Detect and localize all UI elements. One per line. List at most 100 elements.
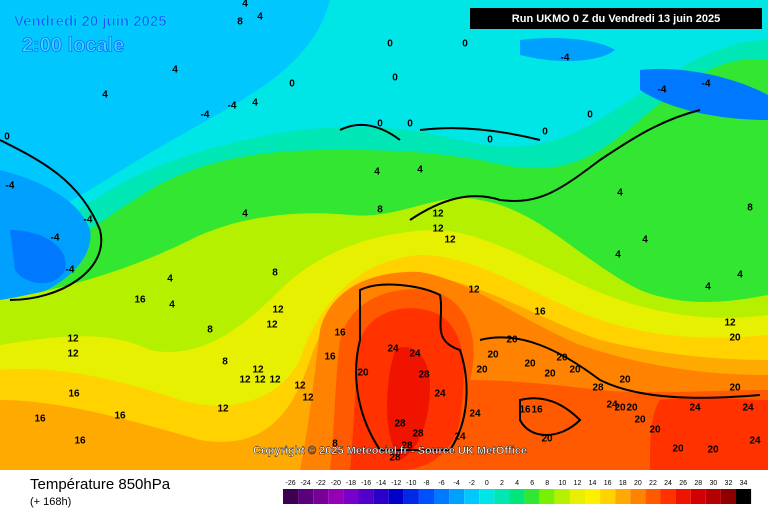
scale-label: -18 <box>346 480 356 487</box>
contour-label: 24 <box>749 436 761 447</box>
scale-label: 10 <box>558 480 566 487</box>
contour-label: 28 <box>394 419 406 430</box>
contour-label: 20 <box>707 445 719 456</box>
scale-label: 28 <box>694 480 702 487</box>
contour-label: 20 <box>729 333 741 344</box>
contour-label: 4 <box>169 300 175 311</box>
contour-label: 12 <box>444 235 456 246</box>
contour-label: 20 <box>569 365 581 376</box>
contour-label: 4 <box>615 250 621 261</box>
scale-label: -24 <box>301 480 311 487</box>
contour-label: -4 <box>66 265 75 276</box>
scale-swatch <box>569 489 585 504</box>
scale-label: -16 <box>361 480 371 487</box>
scale-label: -2 <box>469 480 475 487</box>
contour-label: 4 <box>417 165 423 176</box>
contour-label: 8 <box>332 439 338 450</box>
color-scale: -26 -24 -22 -20 -18 -16 -14 -12 -10 -8 -6 -4 -2 0 2 4 6 8… <box>283 480 752 504</box>
scale-label: -8 <box>423 480 429 487</box>
contour-label: -4 <box>658 85 667 96</box>
contour-label: 16 <box>334 328 346 339</box>
contour-label: 20 <box>634 415 646 426</box>
scale-swatch <box>464 489 480 504</box>
contour-label: 0 <box>542 127 548 138</box>
contour-label: 0 <box>392 73 398 84</box>
contour-label: -4 <box>702 79 711 90</box>
map <box>0 0 768 470</box>
scale-swatch <box>554 489 570 504</box>
scale-swatch <box>373 489 389 504</box>
scale-swatch <box>313 489 329 504</box>
contour-label: 4 <box>242 0 248 10</box>
footer-title: Température 850hPa <box>30 476 171 493</box>
contour-label: 4 <box>642 235 648 246</box>
scale-swatch <box>509 489 525 504</box>
contour-label: 12 <box>432 224 444 235</box>
contour-label: 12 <box>254 375 266 386</box>
contour-label: 24 <box>742 403 754 414</box>
scale-swatch <box>343 489 359 504</box>
scale-swatch <box>388 489 404 504</box>
contour-label: 0 <box>487 135 493 146</box>
scale-label: -6 <box>438 480 444 487</box>
scale-swatch <box>298 489 314 504</box>
scale-label: -14 <box>376 480 386 487</box>
contour-label: 12 <box>272 305 284 316</box>
scale-swatch <box>358 489 374 504</box>
contour-label: 12 <box>724 318 736 329</box>
scale-label: 6 <box>530 480 534 487</box>
scale-label: 12 <box>574 480 582 487</box>
contour-label: 0 <box>387 39 393 50</box>
contour-label: 20 <box>357 368 369 379</box>
contour-label: 8 <box>222 357 228 368</box>
contour-label: 24 <box>434 389 446 400</box>
scale-label: -10 <box>406 480 416 487</box>
contour-label: 4 <box>617 188 623 199</box>
scale-swatch <box>736 489 752 504</box>
contour-label: 20 <box>556 353 568 364</box>
contour-label: 16 <box>531 405 543 416</box>
scale-label: -20 <box>331 480 341 487</box>
contour-label: 12 <box>468 285 480 296</box>
scale-label: 34 <box>740 480 748 487</box>
scale-label: -22 <box>316 480 326 487</box>
contour-label: 20 <box>619 375 631 386</box>
scale-label: 0 <box>485 480 489 487</box>
contour-label: 0 <box>462 39 468 50</box>
contour-label: 28 <box>592 383 604 394</box>
forecast-time: 2:00 locale <box>22 34 124 56</box>
contour-label: 20 <box>506 335 518 346</box>
scale-swatch <box>283 489 299 504</box>
contour-label: 0 <box>587 110 593 121</box>
contour-label: 12 <box>302 393 314 404</box>
contour-label: 24 <box>606 400 618 411</box>
scale-swatch <box>720 489 736 504</box>
contour-label: 4 <box>102 90 108 101</box>
contour-label: -4 <box>561 53 570 64</box>
scale-label: 8 <box>545 480 549 487</box>
scale-swatch <box>494 489 510 504</box>
contour-label: 12 <box>294 381 306 392</box>
scale-label: 16 <box>604 480 612 487</box>
contour-label: 20 <box>614 403 626 414</box>
contour-label: 4 <box>252 98 258 109</box>
contour-label: 16 <box>324 352 336 363</box>
contour-label: 8 <box>377 205 383 216</box>
scale-swatch <box>660 489 676 504</box>
contour-label: 16 <box>114 411 126 422</box>
contour-label: -4 <box>6 181 15 192</box>
scale-swatch <box>479 489 495 504</box>
scale-swatch <box>630 489 646 504</box>
contour-label: 12 <box>269 375 281 386</box>
contour-label: 20 <box>544 369 556 380</box>
contour-label: 20 <box>487 350 499 361</box>
contour-label: 4 <box>257 12 263 23</box>
contour-label: 12 <box>432 209 444 220</box>
scale-label: 4 <box>515 480 519 487</box>
scale-label: -4 <box>454 480 460 487</box>
scale-swatch <box>418 489 434 504</box>
scale-label: 2 <box>500 480 504 487</box>
scale-swatch <box>615 489 631 504</box>
contour-label: -4 <box>84 215 93 226</box>
contour-label: 16 <box>74 436 86 447</box>
